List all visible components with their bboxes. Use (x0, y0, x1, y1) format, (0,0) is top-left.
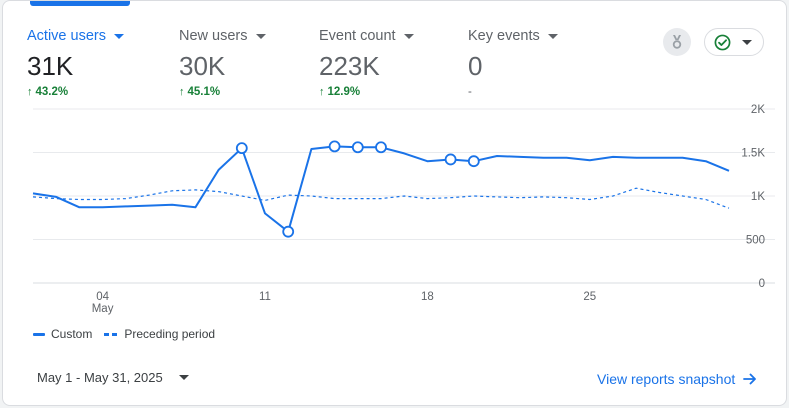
caret-down-icon[interactable] (547, 33, 558, 39)
metric-label: Active users (27, 28, 106, 44)
metric-value: 0 (468, 51, 483, 81)
metric-change: ↑ 45.1% (179, 85, 266, 99)
data-point-marker (235, 142, 248, 155)
metric-tab-new-users[interactable]: New users 30K ↑ 45.1% (179, 27, 266, 99)
caret-down-icon[interactable] (255, 33, 266, 39)
series-line-custom (32, 145, 730, 233)
metric-label: Key events (468, 28, 540, 44)
legend-item-custom: Custom (33, 327, 92, 341)
series-line-preceding-period (32, 187, 730, 209)
metric-change-value: 12.9% (327, 86, 361, 98)
status-dropdown[interactable] (704, 28, 764, 56)
metric-change-value: - (468, 86, 472, 98)
caret-down-icon[interactable] (403, 33, 414, 39)
y-tick-label: 2K (751, 104, 765, 116)
insights-button[interactable] (663, 28, 691, 56)
data-point-marker (375, 141, 387, 154)
arrow-right-icon (743, 373, 757, 385)
data-point-marker (351, 141, 364, 154)
data-point-marker (328, 140, 341, 153)
metric-header[interactable]: New users (179, 27, 266, 45)
x-tick-label: 25 (583, 291, 596, 303)
legend-swatch-solid (33, 332, 45, 336)
metric-label: Event count (319, 28, 396, 44)
arrow-up-icon: ↑ (319, 86, 325, 98)
date-range-selector[interactable]: May 1 - May 31, 2025 (37, 370, 189, 385)
metric-value: 223K (319, 51, 380, 81)
caret-down-icon[interactable] (178, 375, 189, 380)
arrow-up-icon: ↑ (179, 86, 185, 98)
y-tick-label: 500 (746, 235, 765, 247)
check-circle-icon (714, 34, 731, 50)
legend-label: Custom (51, 327, 93, 341)
metric-change: - (468, 85, 558, 99)
legend-label: Preceding period (124, 327, 216, 341)
x-tick-label: 11 (259, 291, 271, 303)
data-point-marker (444, 153, 457, 166)
metric-change-value: 43.2% (35, 86, 69, 98)
arrow-up-icon: ↑ (27, 86, 33, 98)
y-axis-ticks: 2K 1.5K 1K 500 0 (741, 104, 765, 290)
metric-value: 30K (179, 51, 226, 81)
metric-label: New users (179, 28, 248, 44)
x-tick-label: 18 (421, 291, 434, 303)
x-tick-label: 04 (96, 291, 109, 303)
metric-value: 31K (27, 51, 74, 81)
legend-item-preceding: Preceding period (104, 327, 215, 341)
caret-down-icon (742, 39, 752, 45)
chart-series (32, 140, 730, 238)
metric-header[interactable]: Key events (468, 27, 558, 45)
snapshot-link-label: View reports snapshot (597, 371, 736, 387)
metric-header[interactable]: Active users (27, 27, 124, 45)
y-tick-label: 0 (759, 278, 765, 290)
data-point-marker (467, 155, 480, 168)
metric-header[interactable]: Event count (319, 27, 414, 45)
chart-gridlines (33, 108, 775, 284)
metric-change: ↑ 12.9% (319, 85, 414, 99)
medal-icon (672, 35, 682, 49)
metric-change-value: 45.1% (187, 86, 221, 98)
y-tick-label: 1K (751, 191, 765, 203)
caret-down-icon[interactable] (113, 33, 124, 39)
active-tab-indicator (30, 1, 130, 6)
data-point-marker (282, 225, 295, 238)
view-reports-snapshot-link[interactable]: View reports snapshot (597, 371, 757, 387)
y-tick-label: 1.5K (741, 148, 765, 160)
metric-tab-key-events[interactable]: Key events 0 - (468, 27, 558, 99)
legend-swatch-dashed (104, 332, 119, 336)
x-tick-month-label: May (92, 303, 114, 315)
metric-tab-event-count[interactable]: Event count 223K ↑ 12.9% (319, 27, 414, 99)
metric-tab-active-users[interactable]: Active users 31K ↑ 43.2% (27, 27, 124, 99)
metric-change: ↑ 43.2% (27, 85, 124, 99)
chart-legend: Custom Preceding period (33, 327, 227, 341)
date-range-label: May 1 - May 31, 2025 (37, 370, 163, 385)
